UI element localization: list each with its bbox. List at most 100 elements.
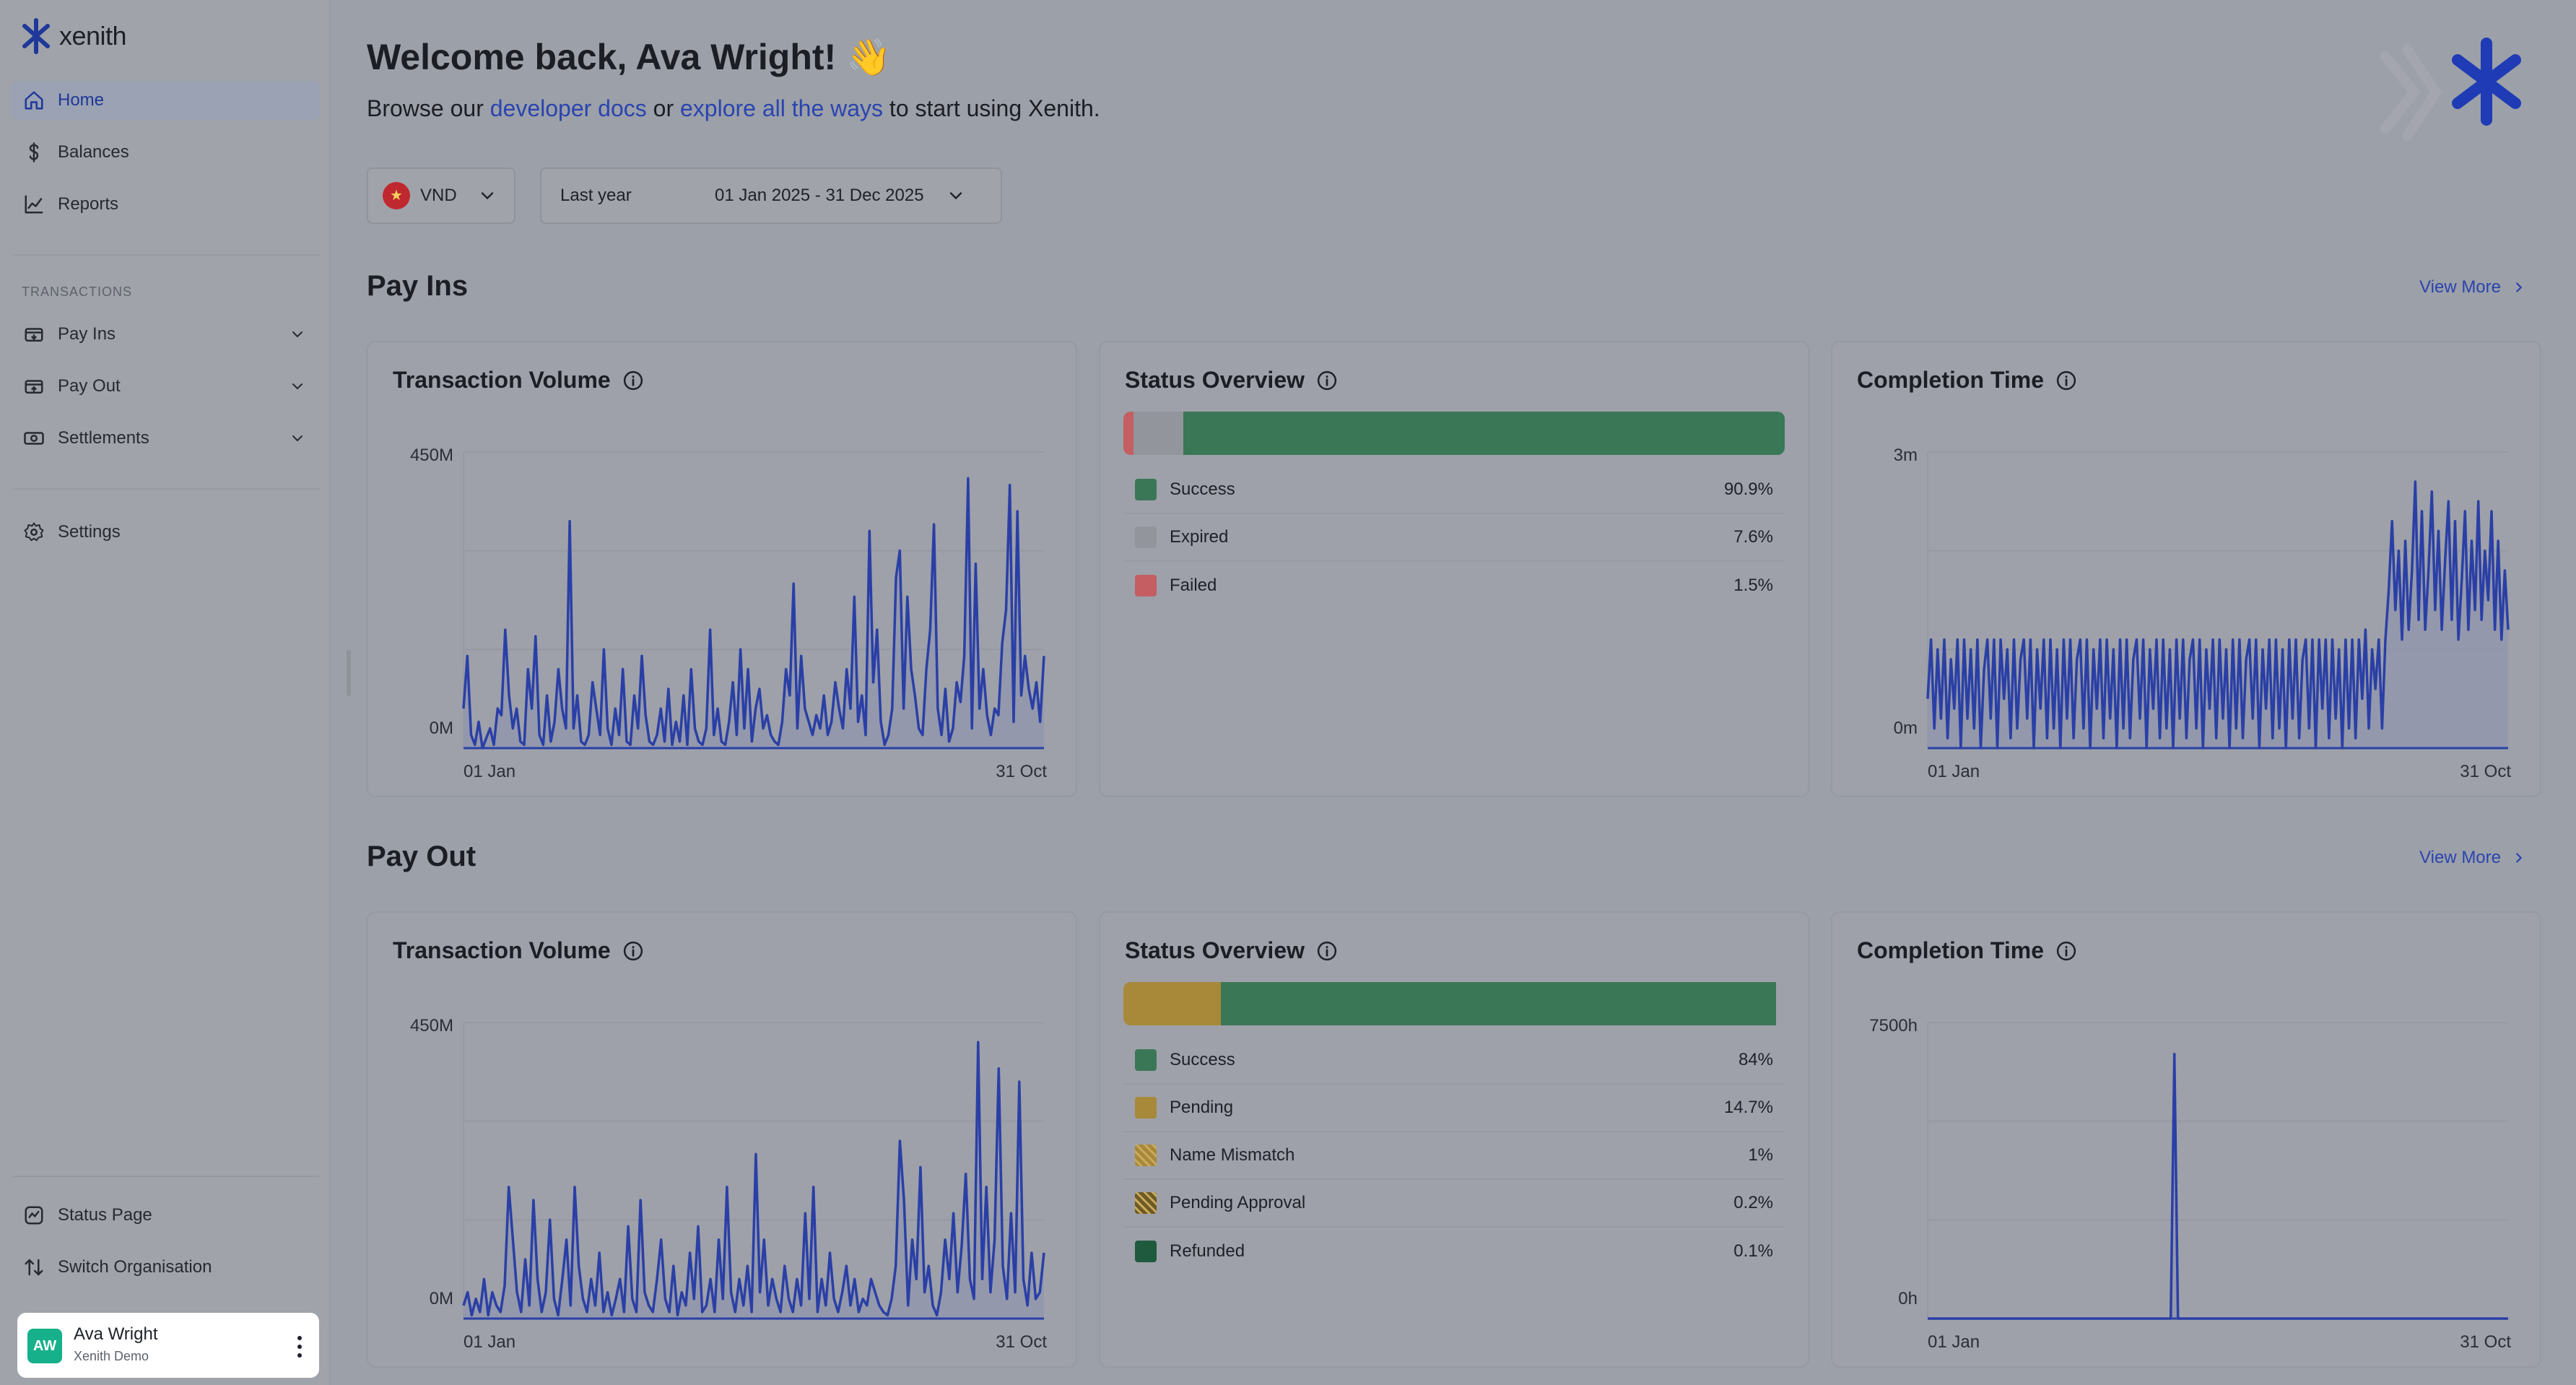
legend-label: Failed <box>1170 576 1217 595</box>
chart-svg: 450M 0M 01 Jan 31 Oct <box>410 446 1047 781</box>
brand-logo[interactable]: xenith <box>20 17 127 55</box>
legend-row[interactable]: Success 84% <box>1123 1037 1785 1085</box>
explore-ways-link[interactable]: explore all the ways <box>680 95 884 121</box>
chevron-down-icon[interactable] <box>289 378 306 395</box>
y-axis-max-label: 7500h <box>1869 1016 1918 1036</box>
sidebar-item-switch-organisation[interactable]: Switch Organisation <box>10 1248 321 1287</box>
subtitle-text: to start using Xenith. <box>883 95 1100 121</box>
card-title-text: Status Overview <box>1125 937 1305 963</box>
chevron-down-icon[interactable] <box>289 326 306 343</box>
legend-value: 84% <box>1738 1050 1773 1069</box>
sidebar-divider <box>13 1176 319 1177</box>
card-title-text: Transaction Volume <box>393 937 611 963</box>
wallet-out-icon <box>25 380 43 394</box>
developer-docs-link[interactable]: developer docs <box>489 95 647 121</box>
home-icon <box>25 91 43 110</box>
legend-label: Success <box>1170 1050 1235 1069</box>
sidebar-divider <box>13 488 319 490</box>
y-axis-min-label: 0m <box>1894 718 1918 738</box>
view-more-pay-ins-link[interactable]: View More <box>2419 277 2527 298</box>
legend-swatch <box>1135 1192 1157 1214</box>
card-title: Transaction Volume <box>393 367 644 394</box>
legend-row[interactable]: Pending 14.7% <box>1123 1085 1785 1132</box>
sidebar-item-reports[interactable]: Reports <box>10 185 321 224</box>
legend-row[interactable]: Failed 1.5% <box>1123 562 1785 609</box>
sidebar-item-pay-ins[interactable]: Pay Ins <box>10 315 321 354</box>
card-title-text: Completion Time <box>1857 937 2044 963</box>
card-title-text: Transaction Volume <box>393 367 611 393</box>
main-content: Welcome back, Ava Wright! 👋 Browse our d… <box>331 0 2576 1385</box>
currency-value: VND <box>420 186 457 205</box>
sidebar-item-settlements[interactable]: Settlements <box>10 419 321 458</box>
status-stacked-bar <box>1123 412 1785 455</box>
sidebar-item-home[interactable]: Home <box>10 81 321 120</box>
sidebar: xenith Home Balances Reports TRANSACTION… <box>0 0 331 1385</box>
vietnam-flag-icon: ★ <box>383 182 410 209</box>
legend-row[interactable]: Name Mismatch 1% <box>1123 1132 1785 1180</box>
status-bar-segment-success[interactable] <box>1220 982 1777 1025</box>
pay-out-completion-card: Completion Time 7500h 0h 01 Jan 31 Oct <box>1831 911 2541 1368</box>
y-axis-max-label: 3m <box>1894 446 1918 465</box>
legend-label: Success <box>1170 479 1235 499</box>
y-axis-max-label: 450M <box>410 446 453 465</box>
legend-row[interactable]: Success 90.9% <box>1123 466 1785 514</box>
y-axis-min-label: 0h <box>1898 1289 1918 1308</box>
legend-row[interactable]: Refunded 0.1% <box>1123 1228 1785 1275</box>
sidebar-item-settings[interactable]: Settings <box>10 513 321 552</box>
legend-value: 14.7% <box>1723 1098 1773 1117</box>
pay-out-volume-card: Transaction Volume 450M 0M 01 Jan 31 Oct <box>367 911 1077 1368</box>
chevron-down-icon[interactable] <box>289 430 306 447</box>
legend-label: Pending <box>1170 1098 1234 1117</box>
view-more-pay-out-link[interactable]: View More <box>2419 848 2527 868</box>
card-title: Completion Time <box>1857 367 2077 394</box>
status-bar-segment-failed[interactable] <box>1123 412 1133 455</box>
status-bar-segment-expired[interactable] <box>1133 412 1184 455</box>
more-vertical-icon[interactable] <box>296 1334 303 1359</box>
x-axis-end-label: 31 Oct <box>2460 1332 2511 1352</box>
section-title-pay-ins: Pay Ins <box>367 270 469 302</box>
gear-icon <box>24 522 44 542</box>
info-icon[interactable] <box>2055 940 2077 962</box>
sidebar-item-status-page[interactable]: Status Page <box>10 1196 321 1235</box>
section-title-pay-out: Pay Out <box>367 841 477 872</box>
series-line <box>1928 1052 2508 1320</box>
currency-select[interactable]: ★ VND <box>367 168 515 224</box>
info-icon[interactable] <box>622 940 644 962</box>
sidebar-item-label: Settings <box>58 522 121 542</box>
sidebar-item-label: Pay Out <box>58 376 121 396</box>
avatar: AW <box>27 1329 62 1363</box>
sidebar-resize-handle[interactable] <box>347 650 351 696</box>
user-card[interactable]: AW Ava Wright Xenith Demo <box>17 1313 319 1378</box>
chevron-right-icon <box>2516 282 2523 292</box>
legend-row[interactable]: Expired 7.6% <box>1123 514 1785 562</box>
info-icon[interactable] <box>2055 370 2077 391</box>
period-value: Last year <box>560 186 632 205</box>
brand-name: xenith <box>59 21 127 51</box>
chart-svg: 3m 0m 01 Jan 31 Oct <box>1894 446 2512 781</box>
sidebar-item-label: Pay Ins <box>58 324 116 344</box>
series-line <box>1926 480 2510 750</box>
sidebar-item-label: Switch Organisation <box>58 1257 212 1277</box>
chart-line-icon <box>25 195 43 214</box>
date-range-select[interactable]: Last year 01 Jan 2025 - 31 Dec 2025 <box>540 168 1002 224</box>
info-icon[interactable] <box>1316 940 1338 962</box>
status-bar-segment-pending[interactable] <box>1123 982 1221 1025</box>
x-axis-start-label: 01 Jan <box>464 1332 515 1352</box>
sidebar-item-label: Balances <box>58 142 129 162</box>
sidebar-item-balances[interactable]: Balances <box>10 133 321 172</box>
x-axis-start-label: 01 Jan <box>464 762 515 781</box>
status-stacked-bar <box>1123 982 1785 1025</box>
status-bar-segment-success[interactable] <box>1183 412 1785 455</box>
info-icon[interactable] <box>622 370 644 391</box>
legend-value: 90.9% <box>1723 479 1773 499</box>
sidebar-item-label: Status Page <box>58 1205 152 1225</box>
pay-ins-volume-card: Transaction Volume 450M 0M 01 Jan 31 Oct <box>367 341 1077 797</box>
info-icon[interactable] <box>1316 370 1338 391</box>
legend-row[interactable]: Pending Approval 0.2% <box>1123 1180 1785 1228</box>
card-title: Status Overview <box>1125 937 1338 964</box>
sidebar-item-pay-out[interactable]: Pay Out <box>10 367 321 406</box>
legend-swatch <box>1135 1241 1157 1262</box>
pay-ins-status-card: Status Overview Success 90.9% Expired 7.6% F… <box>1099 341 1809 797</box>
dollar-icon <box>29 142 39 162</box>
chevron-right-icon <box>2516 853 2523 863</box>
